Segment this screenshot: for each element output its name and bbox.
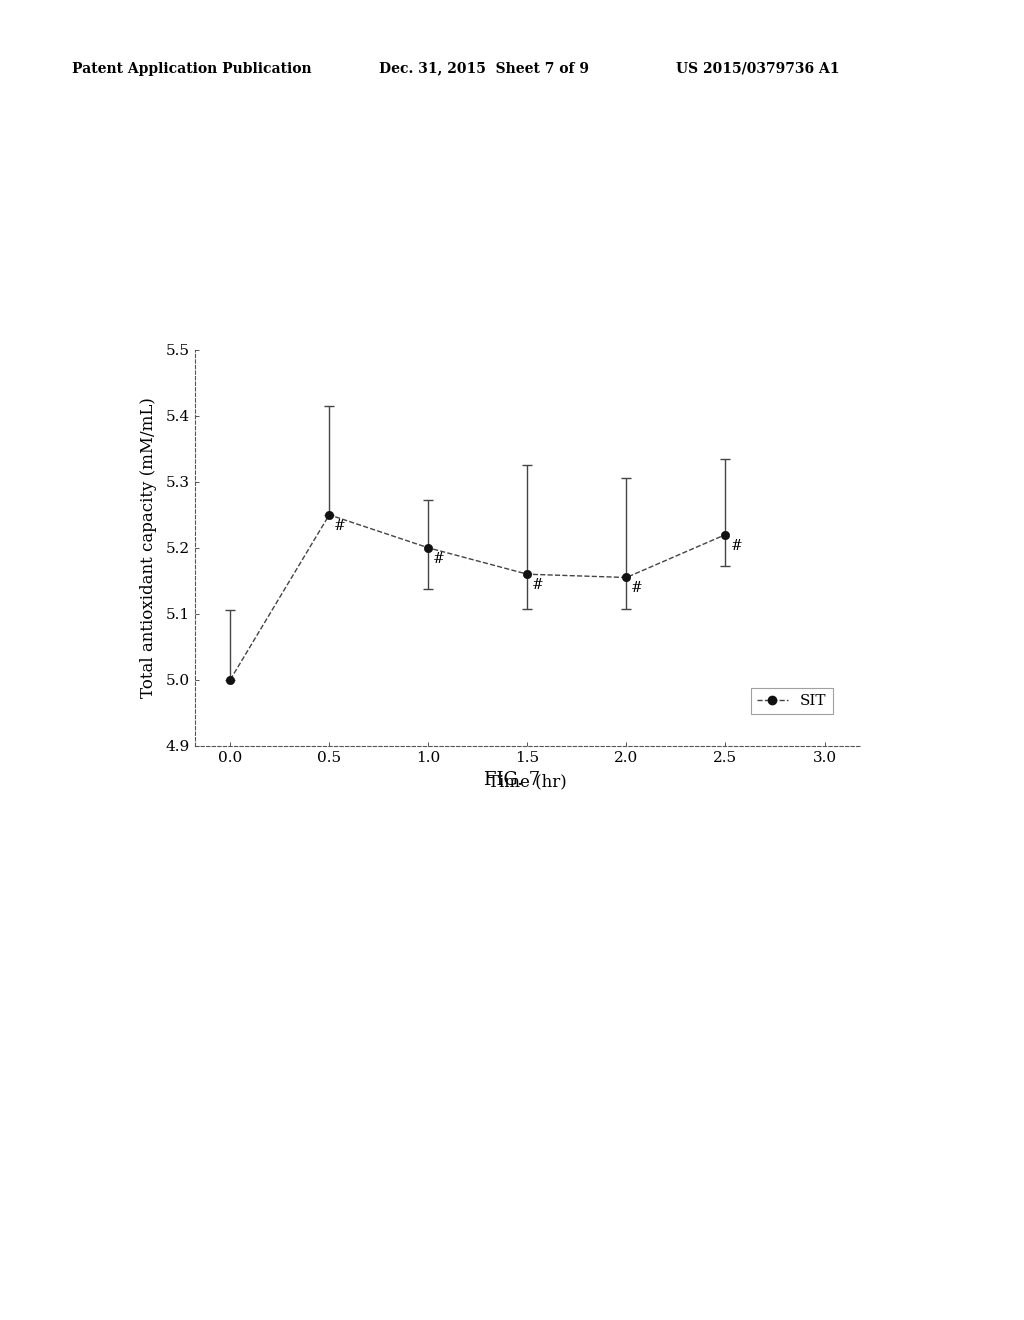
Text: US 2015/0379736 A1: US 2015/0379736 A1 — [676, 62, 840, 75]
Y-axis label: Total antioxidant capacity (mM/mL): Total antioxidant capacity (mM/mL) — [140, 397, 157, 698]
Text: #: # — [532, 578, 544, 593]
Text: #: # — [334, 519, 346, 533]
Legend: SIT: SIT — [751, 688, 833, 714]
Text: #: # — [433, 552, 445, 566]
Text: #: # — [632, 581, 643, 595]
Text: FIG. 7: FIG. 7 — [484, 771, 540, 789]
Text: Dec. 31, 2015  Sheet 7 of 9: Dec. 31, 2015 Sheet 7 of 9 — [379, 62, 589, 75]
Text: Patent Application Publication: Patent Application Publication — [72, 62, 311, 75]
Text: #: # — [730, 539, 742, 553]
X-axis label: Time (hr): Time (hr) — [488, 774, 566, 789]
